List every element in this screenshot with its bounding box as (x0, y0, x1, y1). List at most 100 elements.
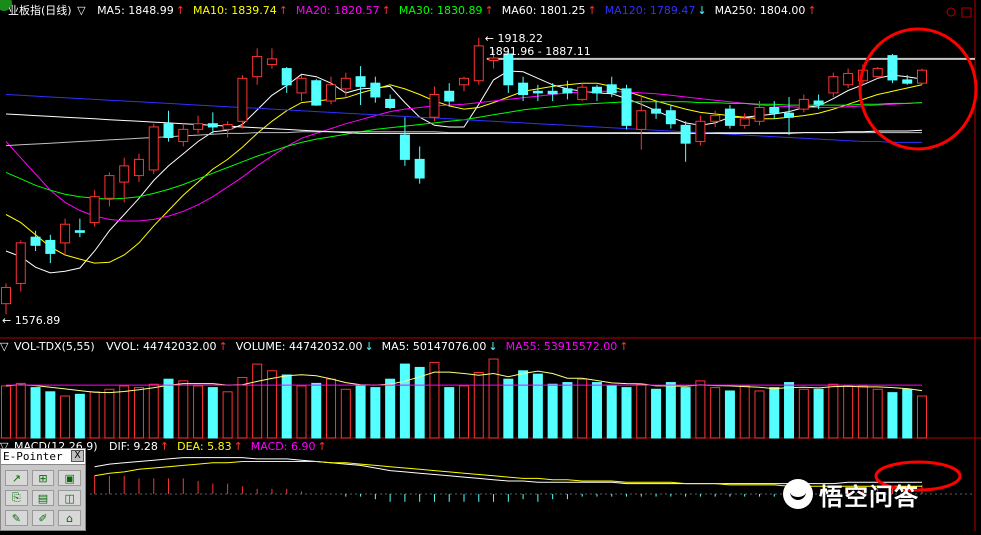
triangle-down-icon[interactable]: ▽ (0, 340, 9, 353)
macd-indicator-arrow-1: ↑ (233, 440, 243, 453)
volume-bar-13 (193, 385, 204, 439)
toolbox-title: E-Pointer (3, 450, 63, 463)
candle-body (724, 108, 735, 126)
candle-4 (60, 218, 71, 256)
macd-indicator-arrow-2: ↑ (317, 440, 327, 453)
volume-bar-16 (237, 377, 248, 439)
candle-body (503, 53, 514, 86)
volume-indicator-2: MA5: 50147076.00 (381, 340, 487, 353)
candle-28 (414, 146, 425, 184)
volume-bar-46 (680, 387, 691, 439)
candle-body (813, 100, 824, 105)
watermark-text: 悟空问答 (819, 482, 919, 511)
volume-bar-19 (281, 374, 292, 439)
candle-body (459, 77, 469, 86)
candle-7 (104, 172, 115, 207)
candle-54 (798, 94, 809, 113)
volume-indicator-bar: ▽ VOL-TDX(5,55) VVOL: 44742032.00 ↑ VOLUME… (0, 340, 633, 354)
candle-11 (163, 110, 174, 142)
triangle-down-icon[interactable]: ▽ (0, 440, 9, 453)
candle-14 (207, 112, 218, 134)
toolbox-tool-2[interactable]: ▣ (58, 470, 81, 486)
candle-26 (385, 94, 396, 110)
volume-bar-1 (15, 382, 26, 439)
toolbox-tool-3[interactable]: ⎘ (5, 490, 28, 506)
volume-bar-40 (591, 382, 602, 439)
candle-2 (30, 230, 41, 251)
ma-line-ma120 (5, 94, 922, 143)
candle-55 (813, 94, 824, 110)
volume-bar-57 (843, 385, 854, 439)
volume-bar-11 (163, 378, 174, 439)
ma-line-ma5 (5, 70, 923, 274)
volume-bar-3 (45, 391, 56, 439)
candle-body (119, 165, 130, 183)
close-icon[interactable]: X (71, 450, 84, 462)
candle-body (281, 68, 292, 86)
candle-body (133, 158, 144, 177)
volume-bar-2 (30, 387, 41, 439)
main-indicator-6: MA250: 1804.00 (714, 4, 806, 17)
candle-17 (252, 48, 263, 85)
candle-body (695, 120, 706, 143)
volume-bar-49 (724, 390, 735, 439)
candle-41 (606, 76, 617, 97)
candle-body (872, 68, 883, 78)
window-corner-icon[interactable] (946, 7, 956, 17)
annotation-circle-macd (874, 460, 962, 492)
volume-bar-43 (636, 383, 647, 439)
candle-40 (591, 84, 602, 102)
candle-6 (89, 190, 100, 227)
candle-body (385, 98, 396, 108)
candle-body (340, 77, 351, 90)
ma-line-ma250 (5, 113, 923, 134)
candle-0 (1, 283, 11, 315)
candle-56 (828, 72, 839, 97)
candle-5 (74, 218, 85, 238)
candle-15 (222, 121, 233, 138)
e-pointer-toolbox[interactable]: E-Pointer X ↗ ⊞ ▣ ⎘ ▤ ◫ ✎ ✐ ⌂ (0, 448, 86, 531)
candle-body (444, 90, 455, 102)
candle-44 (651, 101, 662, 119)
toolbox-tool-7[interactable]: ✐ (31, 510, 55, 526)
volume-bar-6 (89, 391, 100, 439)
volume-bar-30 (444, 387, 455, 439)
candle-body (621, 88, 632, 126)
toolbox-tool-8[interactable]: ⌂ (58, 510, 81, 526)
candle-body (30, 236, 41, 246)
maximize-icon[interactable] (961, 7, 972, 18)
volume-bar-34 (503, 378, 514, 439)
volume-bar-54 (798, 388, 809, 439)
main-indicator-arrow-3: ↑ (484, 4, 494, 17)
candle-48 (710, 110, 721, 127)
candle-22 (326, 76, 337, 105)
toolbox-tool-1[interactable]: ⊞ (31, 470, 55, 486)
volume-bar-42 (621, 387, 632, 439)
triangle-down-icon[interactable]: ▽ (77, 4, 86, 17)
volume-bar-48 (710, 387, 721, 439)
candle-27 (399, 117, 410, 166)
candle-body (60, 223, 71, 244)
macd-indicator-1: DEA: 5.83 (177, 440, 232, 453)
candle-body (562, 88, 573, 94)
volume-bar-50 (739, 385, 750, 439)
volume-ma5-line (5, 370, 923, 394)
candle-body (266, 58, 277, 66)
volume-bar-47 (695, 380, 706, 439)
candle-body (237, 77, 248, 122)
candle-32 (473, 37, 484, 85)
volume-bar-38 (562, 382, 573, 439)
macd-indicator-arrow-0: ↑ (159, 440, 170, 453)
toolbox-tool-5[interactable]: ◫ (58, 490, 81, 506)
toolbox-tool-4[interactable]: ▤ (31, 490, 55, 506)
candle-51 (754, 101, 765, 126)
toolbox-titlebar[interactable]: E-Pointer X (1, 449, 85, 465)
candle-body (207, 123, 218, 128)
toolbox-tool-0[interactable]: ↗ (5, 470, 28, 486)
volume-bar-59 (872, 388, 883, 439)
toolbox-tool-6[interactable]: ✎ (5, 510, 28, 526)
